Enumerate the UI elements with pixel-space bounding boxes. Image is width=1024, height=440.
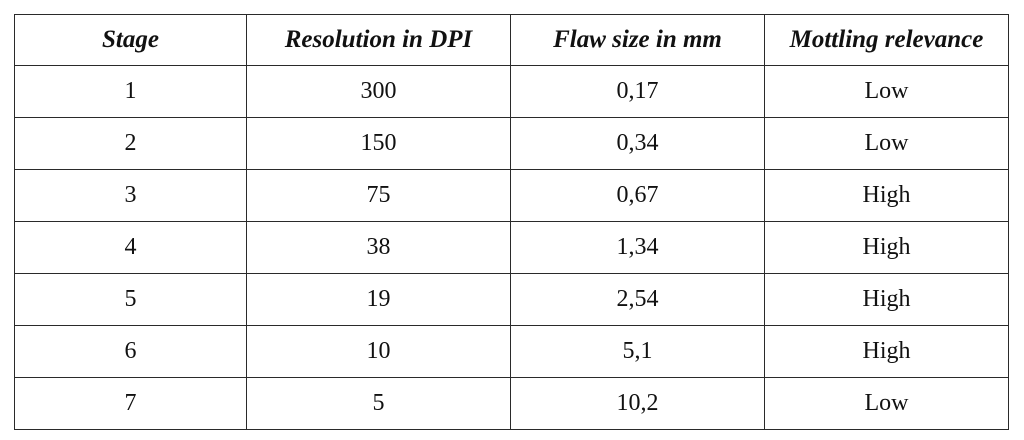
cell-mottling-relevance: Low xyxy=(764,117,1009,170)
cell-stage: 7 xyxy=(14,377,247,430)
cell-mottling-relevance: High xyxy=(764,273,1009,326)
table-row: 1 300 0,17 Low xyxy=(14,65,1009,118)
cell-resolution: 19 xyxy=(246,273,511,326)
cell-resolution: 75 xyxy=(246,169,511,222)
cell-flaw-size: 0,67 xyxy=(510,169,765,222)
cell-resolution: 300 xyxy=(246,65,511,118)
cell-stage: 2 xyxy=(14,117,247,170)
cell-flaw-size: 2,54 xyxy=(510,273,765,326)
cell-stage: 3 xyxy=(14,169,247,222)
table-row: 3 75 0,67 High xyxy=(14,169,1009,222)
cell-resolution: 10 xyxy=(246,325,511,378)
cell-resolution: 38 xyxy=(246,221,511,274)
header-flaw-size: Flaw size in mm xyxy=(510,14,765,66)
table-row: 2 150 0,34 Low xyxy=(14,117,1009,170)
cell-mottling-relevance: Low xyxy=(764,65,1009,118)
cell-stage: 5 xyxy=(14,273,247,326)
cell-stage: 4 xyxy=(14,221,247,274)
cell-mottling-relevance: High xyxy=(764,325,1009,378)
header-mottling-relevance: Mottling relevance xyxy=(764,14,1009,66)
table-row: 6 10 5,1 High xyxy=(14,325,1009,378)
cell-stage: 6 xyxy=(14,325,247,378)
cell-mottling-relevance: High xyxy=(764,221,1009,274)
header-stage: Stage xyxy=(14,14,247,66)
header-resolution: Resolution in DPI xyxy=(246,14,511,66)
table-row: 7 5 10,2 Low xyxy=(14,377,1009,430)
cell-mottling-relevance: High xyxy=(764,169,1009,222)
cell-mottling-relevance: Low xyxy=(764,377,1009,430)
cell-resolution: 5 xyxy=(246,377,511,430)
table-header: Stage Resolution in DPI Flaw size in mm … xyxy=(14,14,1009,66)
table-row: 5 19 2,54 High xyxy=(14,273,1009,326)
data-table: Stage Resolution in DPI Flaw size in mm … xyxy=(14,14,1009,430)
cell-resolution: 150 xyxy=(246,117,511,170)
header-row: Stage Resolution in DPI Flaw size in mm … xyxy=(14,14,1009,66)
table-row: 4 38 1,34 High xyxy=(14,221,1009,274)
cell-flaw-size: 1,34 xyxy=(510,221,765,274)
cell-flaw-size: 0,34 xyxy=(510,117,765,170)
cell-stage: 1 xyxy=(14,65,247,118)
table-body: 1 300 0,17 Low 2 150 0,34 Low 3 75 0,67 … xyxy=(14,65,1009,430)
cell-flaw-size: 5,1 xyxy=(510,325,765,378)
cell-flaw-size: 0,17 xyxy=(510,65,765,118)
cell-flaw-size: 10,2 xyxy=(510,377,765,430)
